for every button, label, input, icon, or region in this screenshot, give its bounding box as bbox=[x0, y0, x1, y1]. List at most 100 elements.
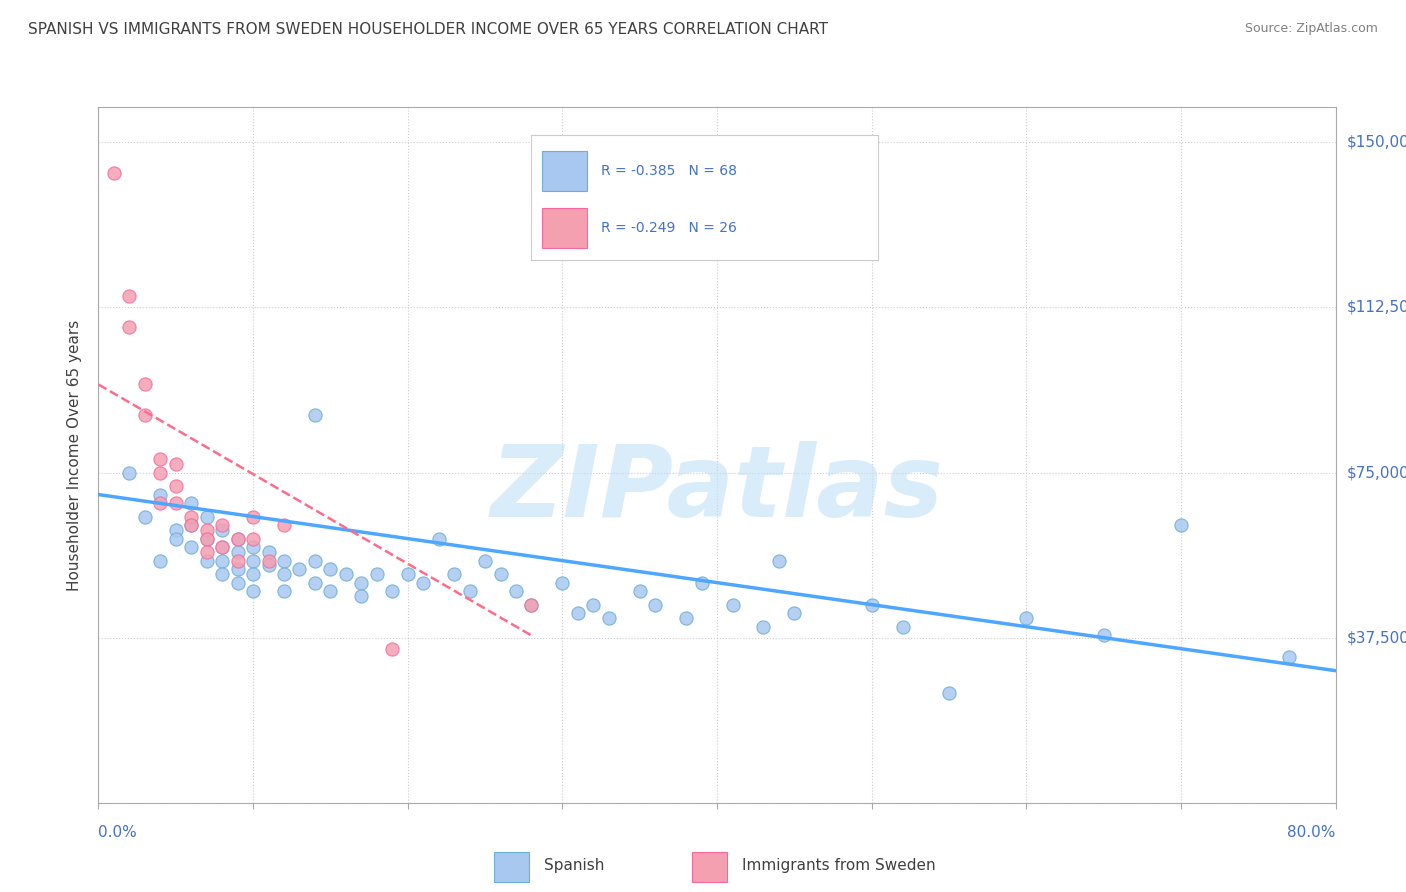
Point bbox=[226, 532, 249, 546]
Point bbox=[938, 686, 960, 700]
Point bbox=[319, 562, 342, 576]
Point bbox=[226, 562, 249, 576]
Point bbox=[165, 496, 187, 510]
Point bbox=[195, 523, 218, 537]
Point bbox=[226, 532, 249, 546]
Point bbox=[242, 509, 264, 524]
Point bbox=[180, 496, 202, 510]
Point bbox=[180, 518, 202, 533]
Point bbox=[165, 479, 187, 493]
Point bbox=[721, 598, 744, 612]
Point bbox=[134, 409, 156, 423]
Text: $112,500: $112,500 bbox=[1347, 300, 1406, 315]
Point bbox=[242, 541, 264, 555]
Point bbox=[891, 620, 914, 634]
Text: 80.0%: 80.0% bbox=[1288, 825, 1336, 840]
Point bbox=[165, 532, 187, 546]
Point bbox=[211, 523, 233, 537]
Point bbox=[211, 541, 233, 555]
Text: $75,000: $75,000 bbox=[1347, 465, 1406, 480]
Point bbox=[520, 598, 543, 612]
Point bbox=[1092, 628, 1115, 642]
Point bbox=[489, 566, 512, 581]
Point bbox=[288, 562, 311, 576]
Point bbox=[118, 466, 141, 480]
Point bbox=[304, 409, 326, 423]
Point bbox=[180, 509, 202, 524]
Text: $150,000: $150,000 bbox=[1347, 135, 1406, 150]
Point bbox=[134, 377, 156, 392]
Point bbox=[690, 575, 713, 590]
Text: 0.0%: 0.0% bbox=[98, 825, 138, 840]
Point bbox=[195, 509, 218, 524]
Point bbox=[273, 566, 295, 581]
Point bbox=[1170, 518, 1192, 533]
Point bbox=[443, 566, 465, 581]
Point bbox=[134, 509, 156, 524]
Point bbox=[195, 545, 218, 559]
Point bbox=[195, 553, 218, 567]
Point bbox=[273, 518, 295, 533]
Point bbox=[273, 553, 295, 567]
Point bbox=[149, 553, 172, 567]
Point bbox=[257, 553, 280, 567]
Point bbox=[226, 553, 249, 567]
Point bbox=[211, 541, 233, 555]
Point bbox=[273, 584, 295, 599]
Point bbox=[165, 523, 187, 537]
Point bbox=[180, 518, 202, 533]
Point bbox=[644, 598, 666, 612]
Point bbox=[149, 487, 172, 501]
Point bbox=[149, 466, 172, 480]
Point bbox=[180, 541, 202, 555]
Point bbox=[195, 532, 218, 546]
Point bbox=[628, 584, 651, 599]
Point bbox=[242, 532, 264, 546]
Point bbox=[505, 584, 527, 599]
Point bbox=[211, 518, 233, 533]
Point bbox=[211, 566, 233, 581]
Point bbox=[427, 532, 450, 546]
Point bbox=[783, 607, 806, 621]
Point bbox=[675, 611, 697, 625]
Point bbox=[304, 575, 326, 590]
Point bbox=[567, 607, 589, 621]
Point bbox=[860, 598, 883, 612]
Point bbox=[195, 532, 218, 546]
Y-axis label: Householder Income Over 65 years: Householder Income Over 65 years bbox=[67, 319, 83, 591]
Point bbox=[257, 545, 280, 559]
Point bbox=[474, 553, 496, 567]
Point bbox=[396, 566, 419, 581]
Point bbox=[768, 553, 790, 567]
Point bbox=[381, 641, 404, 656]
Point bbox=[226, 545, 249, 559]
Point bbox=[520, 598, 543, 612]
Point bbox=[242, 584, 264, 599]
Point bbox=[350, 589, 373, 603]
Point bbox=[118, 289, 141, 303]
Point bbox=[165, 457, 187, 471]
Point bbox=[103, 166, 125, 180]
Point bbox=[211, 553, 233, 567]
Point bbox=[1278, 650, 1301, 665]
Point bbox=[366, 566, 388, 581]
Point bbox=[752, 620, 775, 634]
Text: $37,500: $37,500 bbox=[1347, 630, 1406, 645]
Point bbox=[257, 558, 280, 572]
Point bbox=[319, 584, 342, 599]
Point bbox=[118, 320, 141, 334]
Point bbox=[242, 553, 264, 567]
Text: ZIPatlas: ZIPatlas bbox=[491, 442, 943, 538]
Point bbox=[226, 575, 249, 590]
Point bbox=[149, 496, 172, 510]
Point bbox=[551, 575, 574, 590]
Point bbox=[458, 584, 481, 599]
Point bbox=[582, 598, 605, 612]
Point bbox=[350, 575, 373, 590]
Point bbox=[1015, 611, 1038, 625]
Point bbox=[598, 611, 620, 625]
Point bbox=[242, 566, 264, 581]
Point bbox=[335, 566, 357, 581]
Point bbox=[149, 452, 172, 467]
Point bbox=[304, 553, 326, 567]
